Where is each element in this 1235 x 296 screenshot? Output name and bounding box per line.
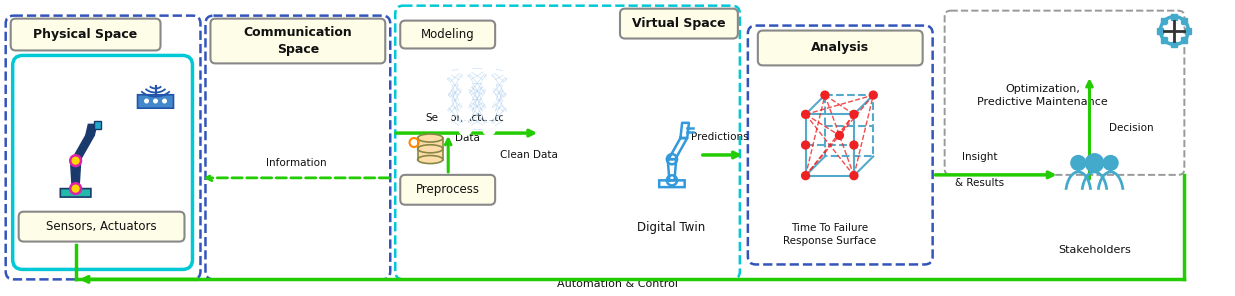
Ellipse shape [417,145,443,153]
Circle shape [802,141,810,149]
Text: Physical Space: Physical Space [33,28,138,41]
Circle shape [483,93,495,104]
Circle shape [504,81,515,93]
Bar [1186,28,1192,33]
FancyBboxPatch shape [400,175,495,205]
Bar [1171,14,1177,20]
Circle shape [483,78,495,89]
Text: Insight: Insight [962,152,998,162]
Circle shape [438,66,451,78]
Text: Optimization,
Predictive Maintenance: Optimization, Predictive Maintenance [977,84,1108,107]
FancyBboxPatch shape [19,212,184,242]
Circle shape [850,141,858,149]
FancyBboxPatch shape [11,19,161,50]
Bar [1171,41,1177,47]
Text: Information: Information [266,158,327,168]
Polygon shape [94,121,101,129]
Circle shape [802,110,810,118]
Circle shape [1084,153,1104,173]
Polygon shape [417,149,443,160]
Text: Modeling: Modeling [421,28,474,41]
Circle shape [438,111,451,123]
Text: Automation & Control: Automation & Control [557,279,678,289]
Circle shape [438,96,451,108]
Circle shape [504,111,515,123]
Circle shape [483,62,495,74]
Text: Virtual Space: Virtual Space [632,17,726,30]
Circle shape [483,108,495,120]
Circle shape [153,99,157,103]
Circle shape [821,91,829,99]
Circle shape [869,91,877,99]
Text: Data: Data [454,133,479,143]
Circle shape [504,66,515,78]
Text: Communication
Space: Communication Space [243,26,352,56]
Ellipse shape [417,134,443,142]
Text: Preprocess: Preprocess [416,183,479,196]
Polygon shape [72,135,94,161]
FancyBboxPatch shape [61,189,91,197]
Circle shape [69,183,82,194]
Text: Time To Failure
Response Surface: Time To Failure Response Surface [783,223,877,246]
Bar [1181,18,1187,24]
FancyBboxPatch shape [210,19,385,63]
Text: & Results: & Results [955,178,1004,188]
Circle shape [459,78,472,89]
Circle shape [459,62,472,74]
FancyBboxPatch shape [620,9,737,38]
Polygon shape [417,138,443,149]
Bar [1161,18,1167,24]
Circle shape [1071,155,1087,171]
Text: Sensor/Actuator: Sensor/Actuator [425,113,509,123]
Circle shape [835,131,844,139]
Circle shape [459,123,472,135]
Circle shape [72,157,79,164]
Circle shape [802,172,810,180]
Bar [1161,37,1167,44]
Circle shape [72,185,79,192]
Circle shape [483,123,495,135]
Circle shape [850,110,858,118]
Bar [1181,37,1187,44]
Circle shape [1103,155,1119,171]
Polygon shape [70,161,80,189]
FancyBboxPatch shape [758,30,923,65]
Text: Predictions: Predictions [692,132,748,142]
Circle shape [459,108,472,120]
Text: Clean Data: Clean Data [500,150,558,160]
FancyBboxPatch shape [400,21,495,49]
Text: Analysis: Analysis [811,41,869,54]
Ellipse shape [417,155,443,164]
Circle shape [69,155,82,167]
Circle shape [850,172,858,180]
Circle shape [438,81,451,93]
Bar [1157,28,1163,33]
FancyBboxPatch shape [137,95,173,108]
Text: Sensors, Actuators: Sensors, Actuators [46,220,157,233]
Circle shape [504,96,515,108]
Text: Decision: Decision [1109,123,1153,133]
Text: Digital Twin: Digital Twin [637,221,705,234]
Text: Stakeholders: Stakeholders [1058,244,1131,255]
Circle shape [144,99,148,103]
Polygon shape [85,124,96,135]
Circle shape [163,99,167,103]
Circle shape [1166,22,1182,38]
Circle shape [459,93,472,104]
